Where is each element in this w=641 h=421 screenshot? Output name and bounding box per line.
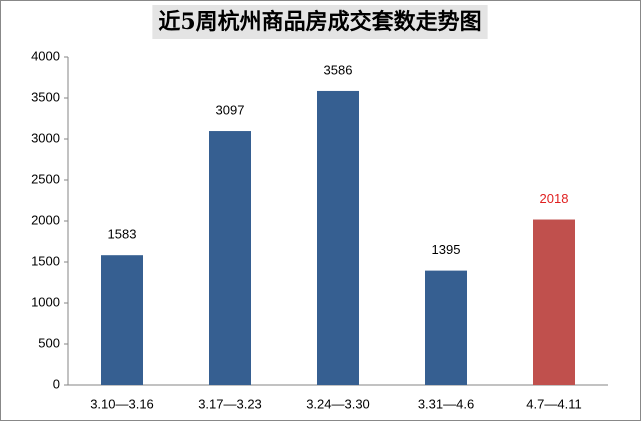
y-tick-label: 1500 — [31, 253, 60, 268]
bar — [533, 219, 575, 385]
y-tick-label: 2000 — [31, 212, 60, 227]
y-tick-label: 4000 — [31, 48, 60, 63]
bar — [425, 270, 467, 385]
value-label: 2018 — [540, 191, 569, 206]
bar — [209, 131, 251, 385]
x-tick-label: 3.24—3.30 — [306, 396, 370, 411]
y-tick-label: 3500 — [31, 89, 60, 104]
x-tick-label: 3.10—3.16 — [90, 396, 154, 411]
value-label: 1395 — [432, 242, 461, 257]
x-tick-label: 3.17—3.23 — [198, 396, 262, 411]
bar — [317, 90, 359, 385]
y-tick-label: 3000 — [31, 130, 60, 145]
y-tick-label: 1000 — [31, 294, 60, 309]
value-label: 1583 — [108, 227, 137, 242]
x-tick-label: 4.7—4.11 — [526, 396, 581, 411]
title-background — [152, 5, 488, 39]
x-tick-label: 3.31—4.6 — [418, 396, 474, 411]
y-tick-label: 2500 — [31, 171, 60, 186]
value-label: 3097 — [216, 102, 245, 117]
y-tick-label: 0 — [53, 376, 60, 391]
value-label: 3586 — [324, 62, 353, 77]
y-tick-label: 500 — [38, 335, 60, 350]
bar — [101, 255, 143, 385]
chart-title: 近5周杭州商品房成交套数走势图 — [158, 9, 481, 35]
